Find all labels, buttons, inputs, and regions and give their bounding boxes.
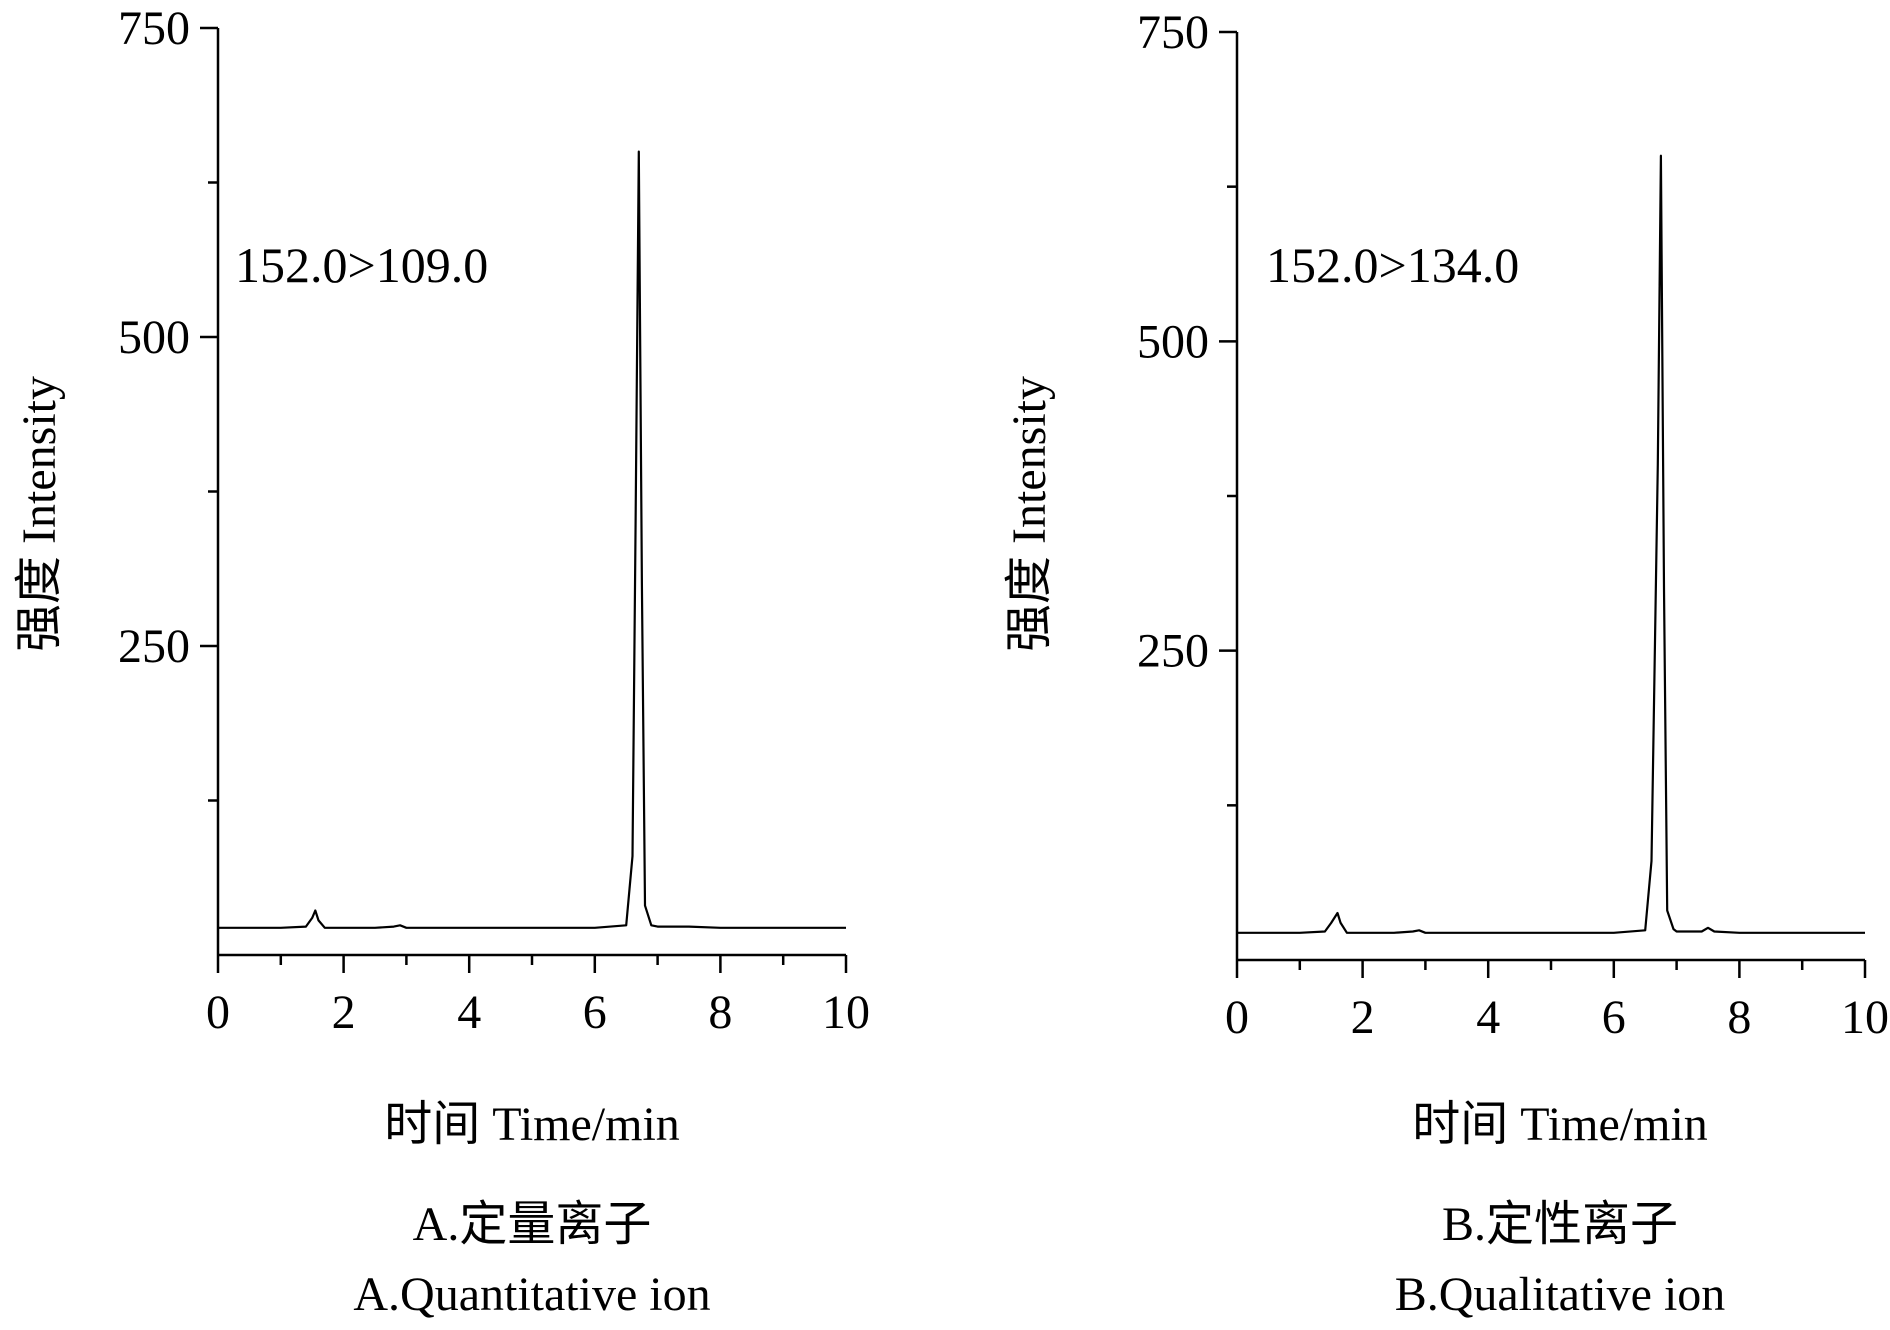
x-tick-label: 10 [822, 986, 870, 1039]
panel-caption-cn: A.定量离子 [413, 1198, 652, 1251]
x-axis-title: 时间 Time/min [384, 1098, 680, 1151]
x-tick-label: 8 [708, 986, 732, 1039]
panel-a: 0 2 4 6 8 10 250 500 750 152.0>109.0 强度 Intensit… [13, 2, 870, 1321]
x-tick-label: 4 [1476, 991, 1500, 1044]
y-tick-label: 250 [1137, 625, 1209, 678]
panel-caption-en: B.Qualitative ion [1395, 1268, 1726, 1321]
y-axis-title: 强度 Intensity [13, 376, 66, 652]
x-tick-label: 4 [457, 986, 481, 1039]
x-tick-label: 0 [1225, 991, 1249, 1044]
chromatogram-trace [1237, 154, 1865, 934]
tick-label-group: 0 2 4 6 8 10 250 500 750 [118, 2, 870, 1039]
y-tick-label: 500 [1137, 315, 1209, 368]
x-tick-label: 2 [332, 986, 356, 1039]
y-tick-label: 750 [1137, 6, 1209, 59]
y-tick-label: 250 [118, 620, 190, 673]
y-tick-label: 750 [118, 2, 190, 55]
ion-transition-label: 152.0>109.0 [235, 237, 488, 293]
panel-caption-en: A.Quantitative ion [353, 1268, 710, 1321]
x-tick-label: 6 [1602, 991, 1626, 1044]
chromatogram-trace [218, 150, 846, 929]
tick-label-group: 0 2 4 6 8 10 250 500 750 [1137, 6, 1889, 1044]
x-tick-label: 6 [583, 986, 607, 1039]
x-tick-label: 2 [1351, 991, 1375, 1044]
panel-caption-cn: B.定性离子 [1442, 1198, 1678, 1251]
x-tick-label: 10 [1841, 991, 1889, 1044]
y-tick-label: 500 [118, 311, 190, 364]
x-axis-title: 时间 Time/min [1412, 1098, 1708, 1151]
x-tick-label: 8 [1727, 991, 1751, 1044]
ion-transition-label: 152.0>134.0 [1266, 237, 1519, 293]
panel-b: 0 2 4 6 8 10 250 500 750 152.0>134.0 强度 Intensit… [1003, 6, 1889, 1321]
x-tick-label: 0 [206, 986, 230, 1039]
tick-group [200, 26, 848, 973]
tick-group [1219, 30, 1867, 978]
y-axis-title: 强度 Intensity [1003, 376, 1056, 652]
